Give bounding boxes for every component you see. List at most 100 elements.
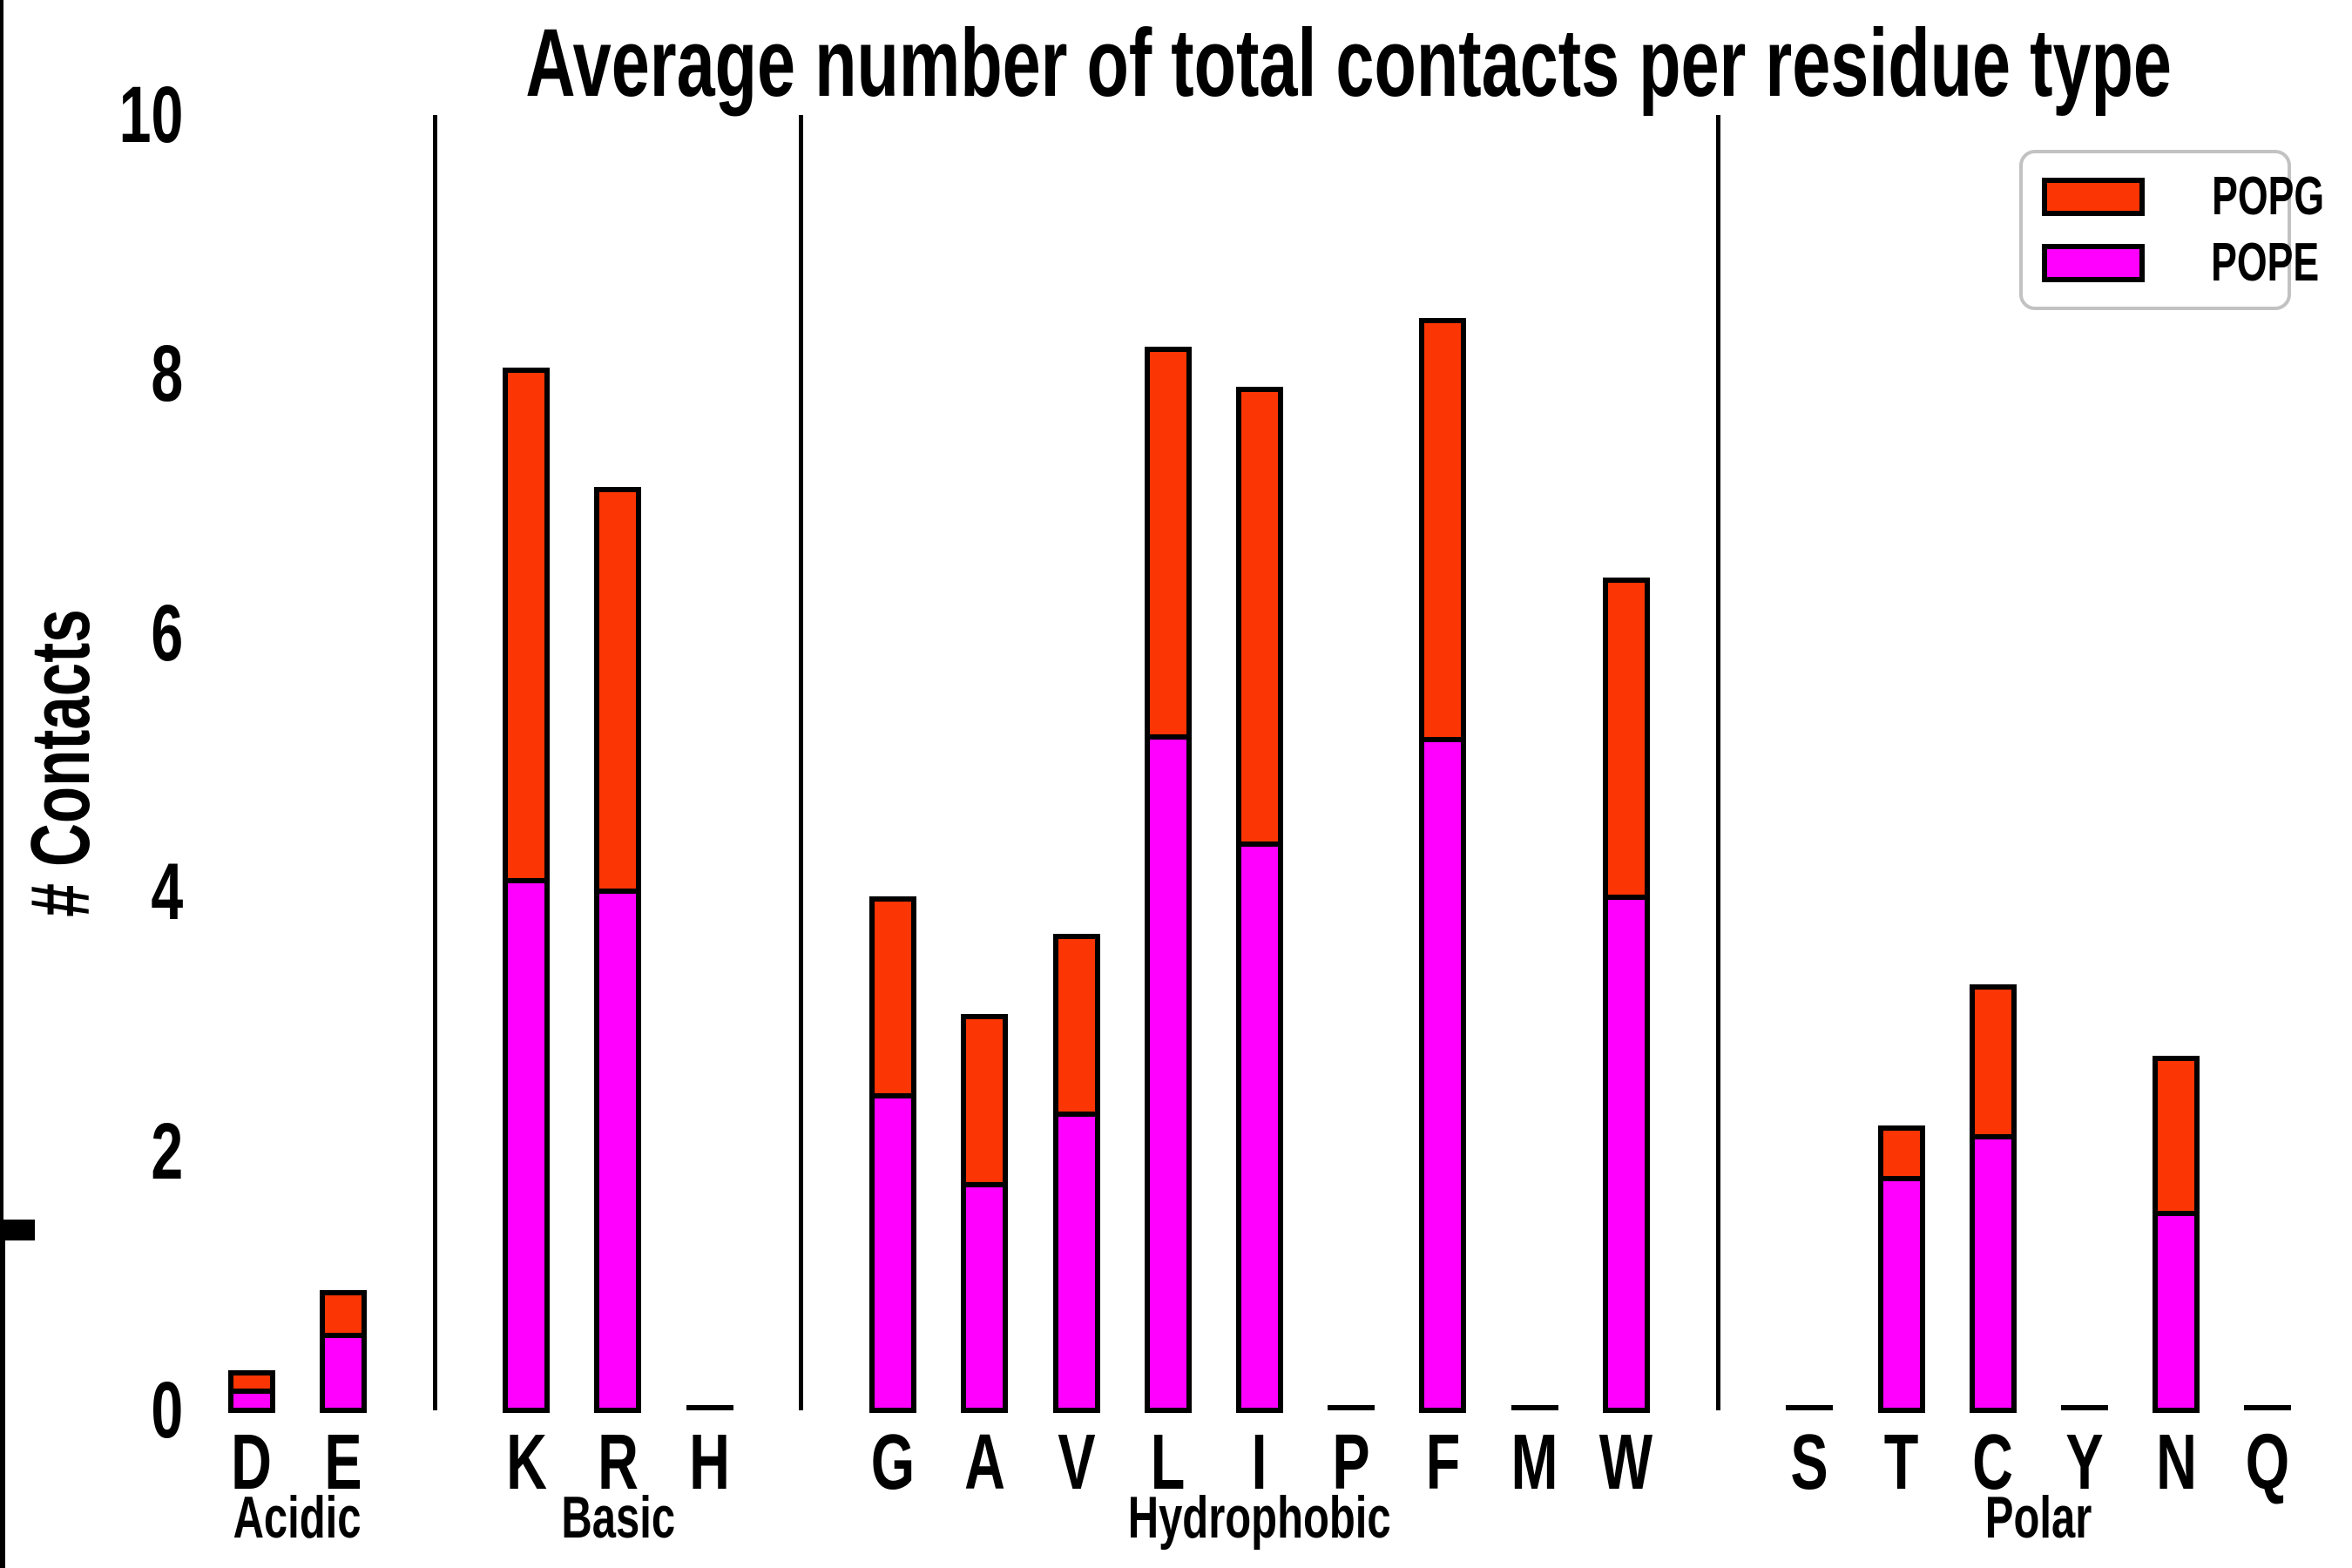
bar-G-POPG [869, 896, 917, 1098]
x-tick-top-G [0, 336, 3, 366]
x-tick-label-text-C: C [1972, 1419, 2014, 1506]
legend-label-text-POPG: POPG [2212, 166, 2325, 227]
bar-Y-zero [2060, 1405, 2108, 1410]
bar-W-POPG [1602, 577, 1650, 901]
bar-N-POPG [2153, 1055, 2200, 1216]
bar-R-POPE [594, 888, 642, 1413]
bar-I-POPE [1236, 841, 1283, 1413]
y-tick-label-8: 8 [0, 334, 183, 414]
x-tick-label-Y: Y [2024, 1423, 2146, 1502]
bar-W-POPE [1602, 895, 1650, 1413]
x-tick-label-text-S: S [1790, 1419, 1828, 1506]
bar-G-POPE [869, 1092, 917, 1413]
x-tick-top-C [0, 1007, 3, 1037]
chart-title-text: Average number of total contacts per res… [525, 10, 2172, 117]
legend-swatch-POPG [2042, 178, 2145, 217]
x-tick-label-L: L [1107, 1423, 1229, 1502]
bar-C-POPE [1969, 1134, 2017, 1413]
x-tick-top-A [0, 397, 3, 427]
y-tick-label-4: 4 [0, 852, 183, 932]
y-tick-6 [0, 1230, 35, 1233]
x-tick-bottom-Y [0, 1037, 3, 1068]
category-label-text-Hydrophobic: Hydrophobic [1128, 1484, 1391, 1551]
y-tick-label-text-4: 4 [151, 848, 183, 937]
x-tick-bottom-L [0, 488, 3, 519]
x-tick-label-T: T [1841, 1423, 1963, 1502]
bar-I-POPG [1236, 387, 1283, 848]
bar-M-zero [1511, 1405, 1558, 1410]
legend-label-POPE: POPE [2190, 235, 2340, 290]
y-tick-label-2: 2 [0, 1112, 183, 1192]
bar-R-POPG [594, 486, 642, 894]
x-tick-label-text-A: A [963, 1419, 1005, 1506]
x-tick-label-H: H [649, 1423, 771, 1502]
group-separator-3 [1715, 115, 1720, 1410]
x-tick-top-E [0, 92, 3, 122]
bar-D-POPG [227, 1369, 275, 1394]
x-tick-label-E: E [282, 1423, 404, 1502]
x-tick-label-V: V [1016, 1423, 1138, 1502]
x-tick-top-T [0, 946, 3, 976]
bar-H-zero [686, 1405, 733, 1410]
x-tick-label-W: W [1565, 1423, 1687, 1502]
x-tick-label-text-K: K [505, 1419, 547, 1506]
bar-A-POPE [961, 1182, 1009, 1413]
x-tick-bottom-R [0, 183, 3, 214]
y-tick-label-text-0: 0 [151, 1366, 183, 1455]
x-tick-bottom-E [0, 61, 3, 92]
bar-T-POPG [1877, 1125, 1925, 1181]
x-tick-top-D [0, 31, 3, 61]
y-tick-label-10: 10 [0, 75, 183, 155]
x-tick-bottom-M [0, 732, 3, 763]
group-separator-1 [432, 115, 437, 1410]
legend-item-POPG: POPG [2023, 170, 2324, 224]
legend-item-POPE: POPE [2023, 235, 2319, 290]
bar-E-POPG [319, 1289, 367, 1338]
x-tick-bottom-W [0, 793, 3, 824]
x-tick-bottom-F [0, 671, 3, 702]
legend-swatch-POPE [2042, 243, 2145, 282]
x-tick-top-Q [0, 1190, 3, 1220]
x-tick-label-text-D: D [231, 1419, 272, 1506]
x-tick-top-W [0, 824, 3, 854]
x-tick-label-text-Y: Y [2065, 1419, 2104, 1506]
y-tick-label-0: 0 [0, 1370, 183, 1450]
x-tick-label-C: C [1932, 1423, 2054, 1502]
x-tick-label-text-F: F [1425, 1419, 1461, 1506]
x-tick-label-text-V: V [1057, 1419, 1096, 1506]
x-tick-label-text-W: W [1599, 1419, 1653, 1506]
x-tick-label-text-T: T [1883, 1419, 1919, 1506]
x-tick-label-S: S [1748, 1423, 1870, 1502]
x-tick-label-text-L: L [1150, 1419, 1186, 1506]
x-tick-label-Q: Q [2207, 1423, 2328, 1502]
legend: POPG POPE [2019, 150, 2324, 310]
x-tick-label-text-Q: Q [2246, 1419, 2290, 1506]
bar-S-zero [1786, 1405, 1834, 1410]
y-tick-10 [0, 1237, 35, 1240]
bar-T-POPE [1877, 1175, 1925, 1413]
y-tick-label-text-8: 8 [151, 329, 183, 419]
bar-K-POPE [503, 877, 551, 1413]
x-tick-label-text-G: G [870, 1419, 916, 1506]
legend-label-POPG: POPG [2190, 170, 2346, 224]
x-tick-bottom-H [0, 244, 3, 275]
x-tick-top-N [0, 1129, 3, 1159]
x-tick-bottom-D [0, 0, 3, 31]
x-tick-label-N: N [2115, 1423, 2237, 1502]
x-tick-top-M [0, 763, 3, 793]
chart-title: Average number of total contacts per res… [206, 16, 2314, 112]
x-tick-bottom-S [0, 854, 3, 885]
bar-V-POPG [1052, 933, 1100, 1117]
x-tick-bottom-V [0, 427, 3, 458]
x-tick-label-D: D [191, 1423, 313, 1502]
x-tick-top-H [0, 275, 3, 305]
x-tick-label-text-H: H [689, 1419, 731, 1506]
x-tick-label-text-N: N [2155, 1419, 2197, 1506]
x-tick-top-S [0, 885, 3, 915]
bar-E-POPE [319, 1332, 367, 1413]
bar-F-POPE [1419, 736, 1467, 1413]
x-tick-label-A: A [923, 1423, 1045, 1502]
x-tick-bottom-N [0, 1098, 3, 1129]
group-separator-2 [799, 115, 804, 1410]
x-tick-label-text-R: R [598, 1419, 639, 1506]
